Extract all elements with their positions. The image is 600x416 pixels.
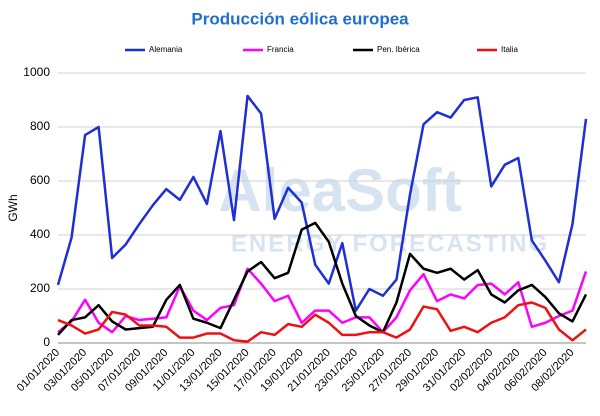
y-tick-label: 800 xyxy=(30,119,50,133)
series-line xyxy=(57,267,588,334)
y-axis-label: GWh xyxy=(6,194,20,221)
y-tick-label: 0 xyxy=(43,335,50,349)
series-line xyxy=(57,221,588,336)
y-tick-label: 200 xyxy=(30,281,50,295)
chart-title: Producción eólica europea xyxy=(191,9,409,28)
legend-label: Pen. Ibérica xyxy=(377,45,420,54)
series-line xyxy=(56,94,588,312)
series-line xyxy=(57,301,587,343)
y-tick-label: 600 xyxy=(30,173,50,187)
legend-label: Italia xyxy=(501,45,518,54)
watermark: AleaSoft xyxy=(218,157,461,224)
legend-label: Francia xyxy=(267,45,294,54)
y-tick-label: 1000 xyxy=(23,65,50,79)
legend-label: Alemania xyxy=(149,45,183,54)
watermark: ENERGY FORECASTING xyxy=(231,230,549,257)
y-tick-label: 400 xyxy=(30,227,50,241)
